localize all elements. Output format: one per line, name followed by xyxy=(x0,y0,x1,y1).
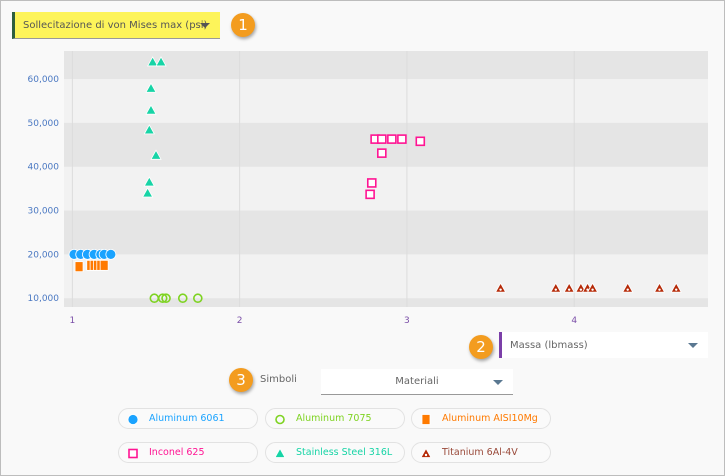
data-point xyxy=(177,293,188,304)
data-point xyxy=(377,148,387,158)
data-point xyxy=(653,282,666,293)
data-point xyxy=(415,136,426,147)
chevron-down-icon xyxy=(688,343,698,348)
data-point-dot xyxy=(591,288,594,291)
data-point xyxy=(550,282,562,293)
data-point-dot xyxy=(675,288,678,291)
triangle-icon xyxy=(274,447,286,458)
legend-marker xyxy=(420,447,432,458)
data-point xyxy=(146,56,159,67)
legend-marker xyxy=(275,414,285,424)
data-point xyxy=(366,178,377,188)
x-tick-label: 1 xyxy=(69,316,75,326)
y-tick-label: 10,000 xyxy=(28,294,60,304)
chevron-down-icon xyxy=(200,23,210,28)
data-point xyxy=(161,293,171,304)
legend-marker xyxy=(421,413,431,425)
y-tick-label: 20,000 xyxy=(28,250,60,260)
y-axis-selector-label: Sollecitazione di von Mises max (psi) xyxy=(23,19,208,31)
legend-marker xyxy=(274,447,286,458)
plot-band xyxy=(64,122,708,167)
data-point xyxy=(157,293,168,304)
plot-band xyxy=(64,298,708,307)
legend-label: Inconel 625 xyxy=(149,447,205,458)
data-point xyxy=(141,187,154,198)
data-point xyxy=(622,282,634,293)
chevron-down-icon xyxy=(493,379,503,385)
y-tick-label: 50,000 xyxy=(28,119,60,129)
x-tick-label: 2 xyxy=(237,316,243,326)
data-point-dot xyxy=(554,288,557,291)
callout-badge-3: 3 xyxy=(229,368,253,392)
series-titanium-6al-4v xyxy=(494,282,682,293)
data-point-dot xyxy=(658,288,661,291)
data-point xyxy=(99,259,109,271)
data-point xyxy=(365,189,375,200)
legend-label: Aluminum 7075 xyxy=(296,413,372,424)
symbols-selector-value: Materiali xyxy=(395,376,439,387)
data-point xyxy=(377,134,387,144)
data-point-dot xyxy=(499,288,502,291)
data-point xyxy=(586,282,599,293)
data-point-dot xyxy=(586,288,589,291)
y-tick-label: 40,000 xyxy=(28,163,60,173)
legend-label: Stainless Steel 316L xyxy=(296,447,393,458)
legend-marker xyxy=(128,448,138,458)
callout-badge-2: 2 xyxy=(469,335,493,359)
legend-item[interactable]: Aluminum 7075 xyxy=(265,408,405,429)
legend-marker-dot xyxy=(424,453,428,456)
data-point xyxy=(155,56,167,67)
x-axis-selector[interactable]: Massa (lbmass) xyxy=(499,332,708,358)
data-point xyxy=(145,82,157,93)
legend-item[interactable]: Titanium 6Al-4V xyxy=(411,442,551,463)
triangle-dot-icon xyxy=(420,447,432,458)
legend-label: Aluminum AISI10Mg xyxy=(442,413,538,424)
legend-label: Titanium 6Al-4V xyxy=(442,447,518,458)
x-tick-label: 4 xyxy=(571,316,577,326)
legend-item[interactable]: Stainless Steel 316L xyxy=(265,442,405,463)
data-point xyxy=(397,134,407,144)
data-point xyxy=(494,282,507,293)
data-point xyxy=(145,104,157,115)
plot-band xyxy=(64,51,708,80)
callout-badge-1: 1 xyxy=(231,13,255,37)
y-axis-selector[interactable]: Sollecitazione di von Mises max (psi) xyxy=(12,12,220,39)
circle-open-icon xyxy=(275,414,285,424)
series-aluminum-7075 xyxy=(149,293,203,304)
series-inconel-625 xyxy=(365,134,426,200)
series-aluminum-aisi10mg xyxy=(74,259,109,273)
y-tick-label: 60,000 xyxy=(28,75,60,85)
square-icon xyxy=(421,413,431,425)
data-point xyxy=(143,124,155,135)
legend-marker xyxy=(127,413,139,425)
data-point xyxy=(105,248,117,260)
data-point xyxy=(563,282,575,293)
square-open-icon xyxy=(128,448,138,458)
symbols-selector[interactable]: Materiali xyxy=(321,369,513,395)
data-point xyxy=(193,293,203,304)
plot-band xyxy=(64,210,708,255)
circle-icon xyxy=(127,413,139,425)
legend-item[interactable]: Aluminum AISI10Mg xyxy=(411,408,551,429)
data-point-dot xyxy=(626,288,629,291)
data-point xyxy=(74,261,84,273)
data-point-dot xyxy=(579,288,583,291)
plot-background xyxy=(64,51,708,307)
series-aluminum-6061 xyxy=(68,248,117,260)
x-tick-label: 3 xyxy=(404,316,410,326)
legend-label: Aluminum 6061 xyxy=(149,413,225,424)
data-point xyxy=(143,176,155,187)
legend-item[interactable]: Inconel 625 xyxy=(118,442,258,463)
data-point-dot xyxy=(567,288,571,291)
data-point xyxy=(670,282,682,293)
data-point xyxy=(387,134,397,144)
x-axis-selector-label: Massa (lbmass) xyxy=(510,339,588,351)
y-tick-label: 30,000 xyxy=(28,207,60,217)
data-point xyxy=(150,149,162,160)
series-stainless-steel-316l xyxy=(141,56,167,198)
symbols-label: Simboli xyxy=(260,374,297,385)
legend-item[interactable]: Aluminum 6061 xyxy=(118,408,258,429)
